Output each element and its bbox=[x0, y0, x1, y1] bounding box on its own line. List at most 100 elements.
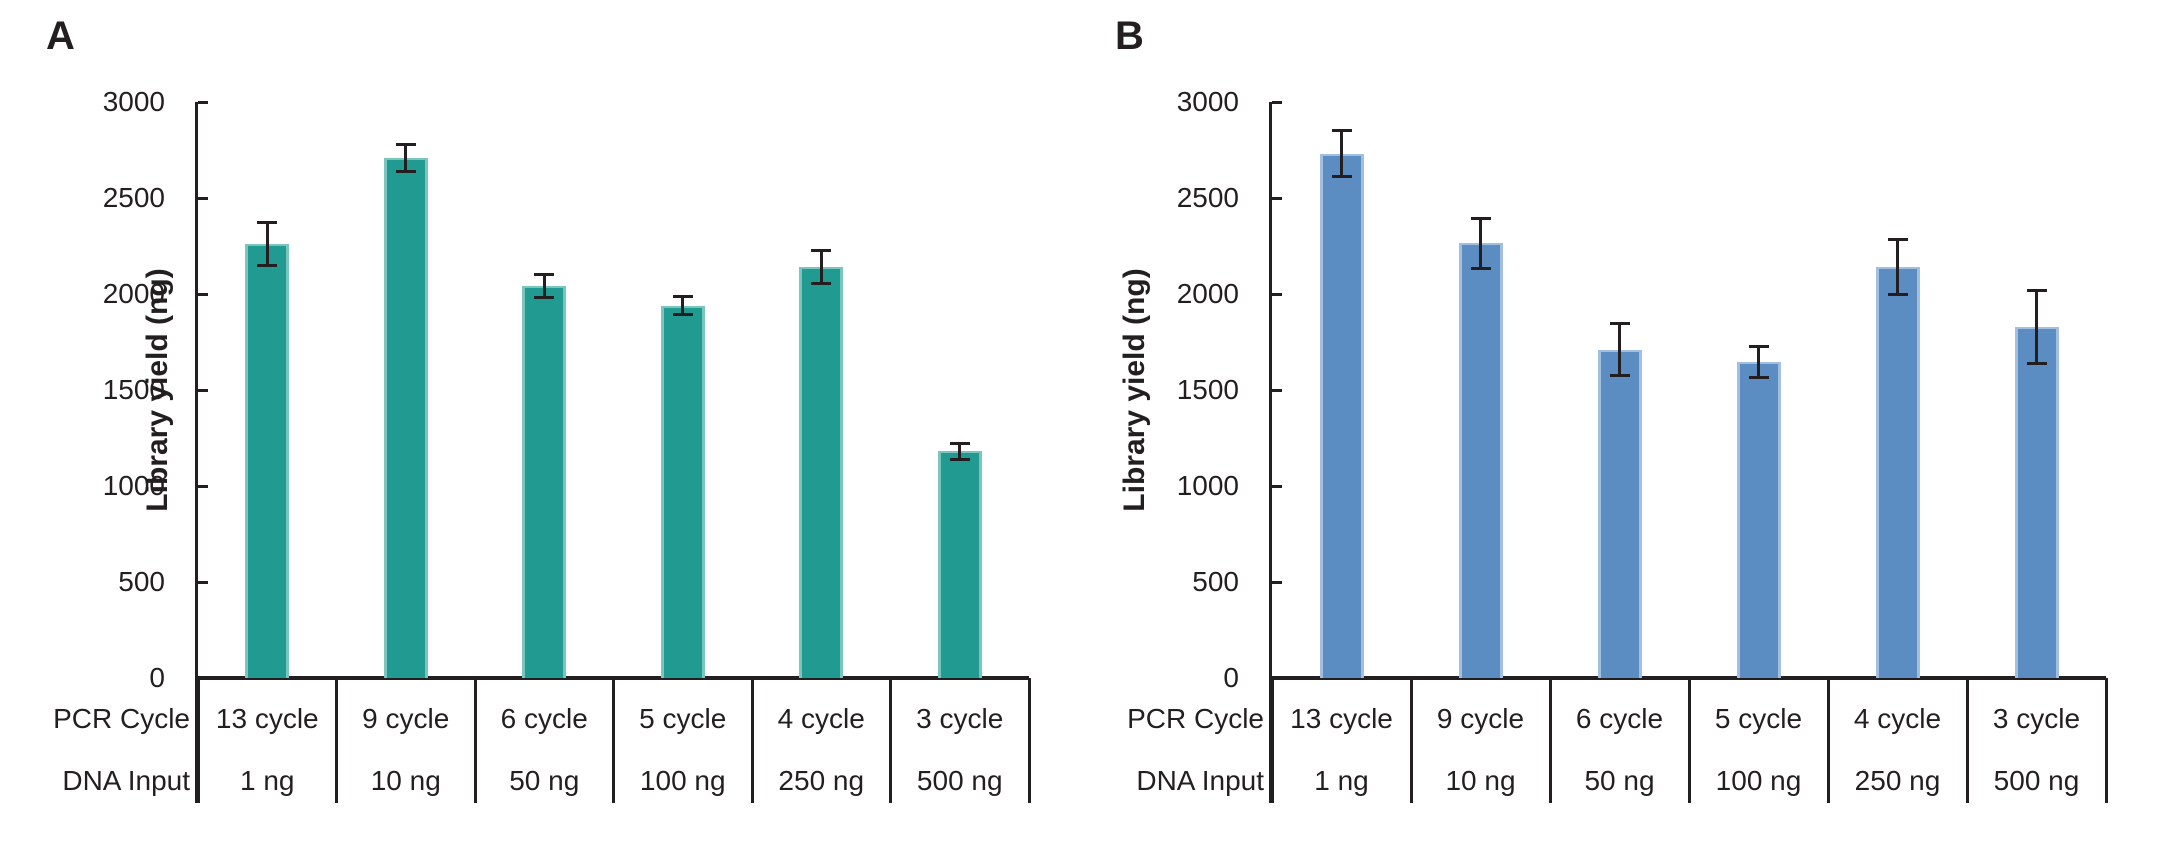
x-table-cell: 250 ng bbox=[778, 765, 865, 796]
y-tick-mark bbox=[1272, 292, 1282, 296]
table-column-border bbox=[1826, 678, 1830, 803]
y-tick-label: 0 bbox=[1223, 662, 1239, 693]
y-tick-label: 1500 bbox=[1176, 374, 1239, 405]
error-bar-line bbox=[404, 144, 408, 172]
table-column-border bbox=[473, 678, 477, 803]
x-table-cell: 250 ng bbox=[1854, 765, 1941, 796]
error-bar-cap-top bbox=[1331, 129, 1352, 133]
x-table-cell: 3 cycle bbox=[1992, 703, 2081, 734]
error-bar-cap-top bbox=[534, 273, 555, 277]
bar bbox=[660, 305, 705, 678]
error-bar-cap-bottom bbox=[1887, 293, 1908, 297]
x-table-cell: 10 ng bbox=[1445, 765, 1516, 796]
x-table-cell: 10 ng bbox=[370, 765, 441, 796]
error-bar-cap-bottom bbox=[395, 169, 416, 173]
y-tick-label: 2000 bbox=[1176, 278, 1239, 309]
error-bar-line bbox=[1896, 239, 1899, 295]
x-table-cell: 9 cycle bbox=[362, 703, 450, 734]
x-table-cell: 50 ng bbox=[509, 765, 580, 796]
bar bbox=[1458, 243, 1503, 678]
bar bbox=[2014, 326, 2059, 678]
y-tick-label: 0 bbox=[149, 662, 165, 693]
error-bar-cap-bottom bbox=[1609, 374, 1630, 378]
error-bar-cap-top bbox=[1748, 345, 1769, 349]
error-bar-cap-top bbox=[2026, 288, 2047, 292]
bar bbox=[245, 244, 290, 678]
x-table-cell: 4 cycle bbox=[777, 703, 865, 734]
y-tick-label: 1000 bbox=[102, 470, 165, 501]
error-bar-cap-top bbox=[257, 221, 278, 225]
y-tick-label: 2500 bbox=[102, 182, 165, 213]
table-column-border bbox=[2104, 678, 2108, 803]
bar bbox=[799, 267, 844, 678]
y-axis-line bbox=[1269, 102, 1272, 803]
error-bar-line bbox=[1479, 218, 1482, 269]
error-bar-line bbox=[1340, 130, 1343, 177]
x-table-cell: 1 ng bbox=[1314, 765, 1369, 796]
x-table-cell: 13 cycle bbox=[1290, 703, 1393, 734]
x-table-cell: 9 cycle bbox=[1436, 703, 1525, 734]
x-table-cell: 5 cycle bbox=[1714, 703, 1803, 734]
error-bar-cap-bottom bbox=[1470, 266, 1491, 270]
bar bbox=[522, 286, 567, 678]
y-tick-mark bbox=[1272, 196, 1282, 200]
x-table-cell: 6 cycle bbox=[500, 703, 588, 734]
bar bbox=[1319, 153, 1364, 678]
error-bar-cap-bottom bbox=[1331, 175, 1352, 179]
error-bar-cap-top bbox=[395, 142, 416, 146]
error-bar-line bbox=[958, 443, 962, 460]
error-bar-cap-bottom bbox=[534, 296, 555, 300]
x-table-cell: 3 cycle bbox=[916, 703, 1004, 734]
error-bar-cap-top bbox=[811, 249, 832, 253]
error-bar-line bbox=[1618, 323, 1621, 376]
table-column-border bbox=[1687, 678, 1691, 803]
bar bbox=[1736, 362, 1781, 678]
x-table-row-header: DNA Input bbox=[62, 765, 190, 796]
panel-a-label: A bbox=[46, 14, 75, 58]
error-bar-cap-top bbox=[949, 442, 970, 446]
bar bbox=[383, 157, 428, 678]
panel-b-label: B bbox=[1115, 14, 1144, 58]
x-table-row-header: DNA Input bbox=[1136, 765, 1264, 796]
x-table-cell: 6 cycle bbox=[1575, 703, 1664, 734]
x-table-cell: 500 ng bbox=[916, 765, 1003, 796]
table-column-border bbox=[1548, 678, 1552, 803]
table-column-border bbox=[1270, 678, 1274, 803]
table-column-border bbox=[1409, 678, 1413, 803]
x-table-cell: 13 cycle bbox=[215, 703, 319, 734]
x-table-row-header: PCR Cycle bbox=[1127, 703, 1264, 734]
error-bar-cap-top bbox=[1887, 237, 1908, 241]
y-tick-mark bbox=[198, 388, 208, 392]
table-column-border bbox=[750, 678, 754, 803]
y-axis-line bbox=[195, 102, 198, 803]
x-table-cell: 100 ng bbox=[1715, 765, 1802, 796]
y-tick-mark bbox=[198, 196, 208, 200]
error-bar-line bbox=[265, 222, 269, 266]
x-table-cell: 1 ng bbox=[240, 765, 295, 796]
x-table-cell: 100 ng bbox=[639, 765, 726, 796]
x-table-cell: 5 cycle bbox=[639, 703, 727, 734]
y-tick-label: 2000 bbox=[102, 278, 165, 309]
y-tick-label: 2500 bbox=[1176, 182, 1239, 213]
y-tick-mark bbox=[198, 580, 208, 584]
x-table-cell: 500 ng bbox=[1993, 765, 2080, 796]
table-column-border bbox=[612, 678, 615, 803]
error-bar-cap-bottom bbox=[257, 263, 278, 267]
error-bar-cap-top bbox=[672, 295, 693, 299]
y-tick-mark bbox=[1272, 388, 1282, 392]
error-bar-line bbox=[1757, 346, 1760, 378]
bar bbox=[1875, 267, 1920, 678]
y-tick-label: 1500 bbox=[102, 374, 165, 405]
table-column-border bbox=[1965, 678, 1969, 803]
error-bar-cap-bottom bbox=[949, 457, 970, 461]
y-tick-label: 1000 bbox=[1176, 470, 1239, 501]
error-bar-line bbox=[2035, 290, 2038, 364]
x-table-cell: 50 ng bbox=[1584, 765, 1655, 796]
error-bar-cap-bottom bbox=[1748, 376, 1769, 380]
bar bbox=[1597, 349, 1642, 678]
